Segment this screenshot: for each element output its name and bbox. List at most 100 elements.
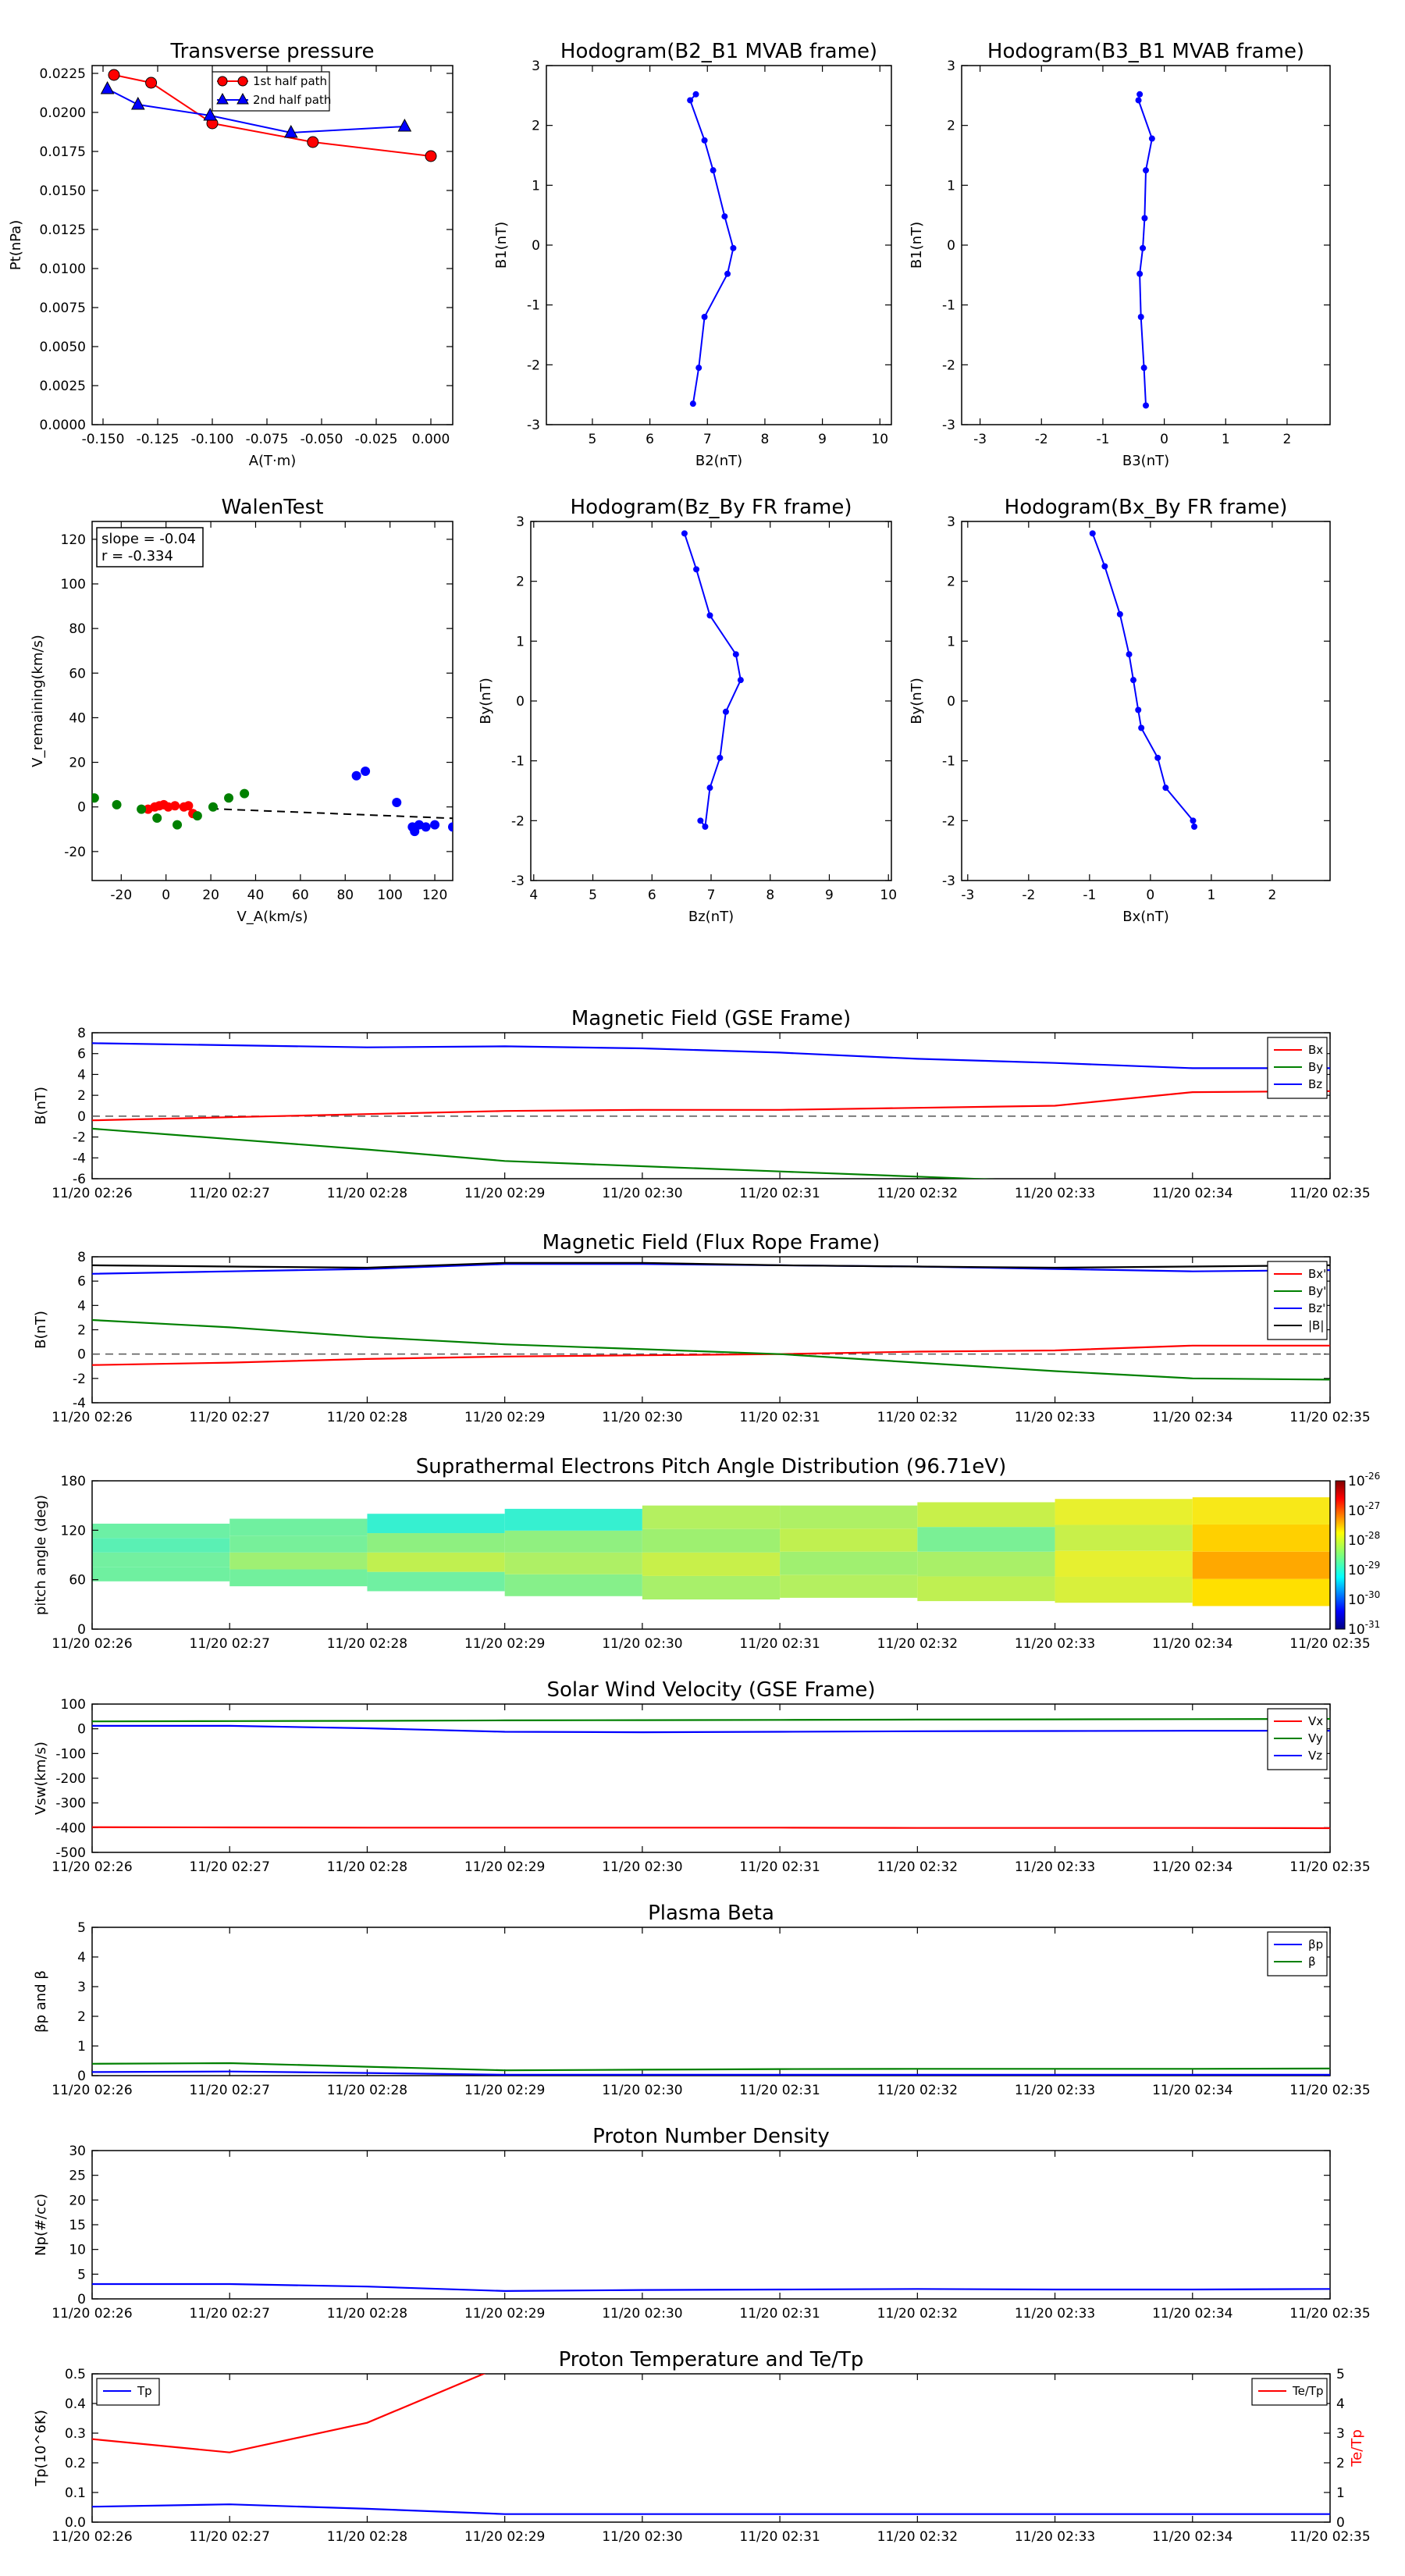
plot-frame xyxy=(91,2150,1331,2300)
x-tick-label: 11/20 02:29 xyxy=(464,1859,545,1875)
data-point xyxy=(732,651,739,658)
y-tick-label: 4 xyxy=(77,1950,86,1966)
heatmap-cell xyxy=(504,1574,642,1596)
x-tick-label: 11/20 02:29 xyxy=(464,1636,545,1652)
x-tick-label: 4 xyxy=(529,888,538,903)
chart-legend: Te/Tp xyxy=(1251,2378,1328,2406)
x-tick-label: 0 xyxy=(1160,432,1168,447)
x-tick-label: 11/20 02:34 xyxy=(1152,1859,1232,1875)
y-axis-label: By(nT) xyxy=(478,678,494,724)
data-point xyxy=(100,80,115,94)
heatmap-cell xyxy=(780,1551,918,1575)
plot-body xyxy=(681,530,744,830)
x-tick-label: 120 xyxy=(422,888,447,903)
y-tick-label: -300 xyxy=(55,1796,86,1812)
x-tick-label: 11/20 02:29 xyxy=(464,2083,545,2098)
annotation-text: slope = -0.04 xyxy=(101,531,196,547)
x-tick-label: 11/20 02:28 xyxy=(327,1636,407,1652)
plot-frame xyxy=(91,65,454,425)
plot-frame xyxy=(91,1927,1331,2076)
heatmap-cell xyxy=(504,1552,642,1574)
y-tick-label: 0.0000 xyxy=(40,418,86,433)
x-tick-label: 0.000 xyxy=(412,432,450,447)
heatmap-cell xyxy=(780,1505,918,1529)
chart-legend: Vx Vy Vz xyxy=(1267,1708,1328,1770)
series-line xyxy=(1091,532,1195,827)
series-line xyxy=(92,1724,1330,1734)
legend-label: Bx' xyxy=(1308,1267,1326,1281)
y-tick-label: 3 xyxy=(532,59,540,74)
x-tick-label: 11/20 02:30 xyxy=(602,1186,682,1201)
y-tick-label: 4 xyxy=(1336,2396,1345,2412)
chart-title: Hodogram(Bx_By FR frame) xyxy=(1005,496,1288,519)
data-point xyxy=(724,270,731,277)
chart-legend: Tp xyxy=(96,2378,160,2406)
y-tick-label: 100 xyxy=(61,1697,86,1713)
legend-label: Vy xyxy=(1308,1731,1323,1745)
chart-panel: Suprathermal Electrons Pitch Angle Distr… xyxy=(33,1455,1380,1652)
y-tick-label: 0.0075 xyxy=(40,301,86,316)
heatmap-cell xyxy=(1192,1524,1330,1552)
data-point xyxy=(706,612,713,619)
y-tick-label: 20 xyxy=(69,2193,86,2208)
x-tick-label: 11/20 02:29 xyxy=(464,1410,545,1425)
data-point xyxy=(1143,167,1149,174)
y-tick-label: 100 xyxy=(61,577,86,592)
y-tick-label: -2 xyxy=(73,1130,86,1146)
y-tick-label: -2 xyxy=(511,813,525,829)
legend-marker xyxy=(217,76,228,87)
y-tick-label: 40 xyxy=(69,710,86,726)
data-point xyxy=(1130,677,1137,684)
series-line xyxy=(92,1344,1330,1366)
y-tick-label: 4 xyxy=(77,1067,86,1083)
x-tick-label: 6 xyxy=(646,432,654,447)
x-tick-label: 11/20 02:26 xyxy=(52,2529,132,2545)
y-tick-label: 2 xyxy=(516,575,525,590)
y-tick-label: -20 xyxy=(64,845,86,860)
x-tick-label: 11/20 02:33 xyxy=(1015,2306,1095,2322)
data-point xyxy=(702,824,709,830)
y-tick-label: -3 xyxy=(527,418,540,433)
y-tick-label: -4 xyxy=(73,1396,86,1411)
x-tick-label: 11/20 02:27 xyxy=(190,2083,270,2098)
x-tick-label: 11/20 02:33 xyxy=(1015,2083,1095,2098)
data-point xyxy=(425,150,437,162)
x-tick-label: 11/20 02:28 xyxy=(327,1410,407,1425)
x-axis-label: Bz(nT) xyxy=(688,909,734,925)
data-point xyxy=(1137,314,1144,320)
y-tick-label: -3 xyxy=(942,418,955,433)
y-tick-label: 0 xyxy=(1336,2515,1345,2531)
x-tick-label: 11/20 02:32 xyxy=(877,2306,958,2322)
y-tick-label: -1 xyxy=(527,298,540,314)
data-point xyxy=(448,822,453,832)
heatmap-cell xyxy=(92,1538,230,1553)
y-axis-label: pitch angle (deg) xyxy=(33,1495,49,1615)
x-tick-label: 80 xyxy=(336,888,354,903)
y-tick-label: 5 xyxy=(77,2267,86,2282)
x-tick-label: 8 xyxy=(766,888,774,903)
x-tick-label: -3 xyxy=(961,888,974,903)
x-tick-label: 11/20 02:26 xyxy=(52,1636,132,1652)
chart-title: WalenTest xyxy=(222,496,324,519)
y-tick-label: 5 xyxy=(1336,2367,1345,2382)
x-tick-label: -0.025 xyxy=(355,432,398,447)
y-tick-label: -1 xyxy=(511,754,525,770)
x-tick-label: 11/20 02:28 xyxy=(327,2306,407,2322)
legend-label: 2nd half path xyxy=(253,93,331,107)
x-tick-label: 11/20 02:30 xyxy=(602,1636,682,1652)
series-line xyxy=(92,2282,1330,2293)
data-point xyxy=(1126,651,1133,658)
x-tick-label: 11/20 02:27 xyxy=(190,2306,270,2322)
y-tick-label: 1 xyxy=(947,178,955,194)
chart-title: Hodogram(B3_B1 MVAB frame) xyxy=(987,40,1304,63)
y-tick-label: 1 xyxy=(516,634,525,649)
y-tick-label: 0.0 xyxy=(65,2515,86,2531)
data-point xyxy=(1089,530,1096,537)
data-point xyxy=(695,365,702,372)
colorbar-tick-label: 10-29 xyxy=(1348,1560,1380,1578)
y-tick-label: 0.0025 xyxy=(40,379,86,394)
x-tick-label: 11/20 02:34 xyxy=(1152,2083,1232,2098)
chart-title: Solar Wind Velocity (GSE Frame) xyxy=(546,1678,875,1702)
chart-title: Proton Temperature and Te/Tp xyxy=(559,2348,864,2371)
